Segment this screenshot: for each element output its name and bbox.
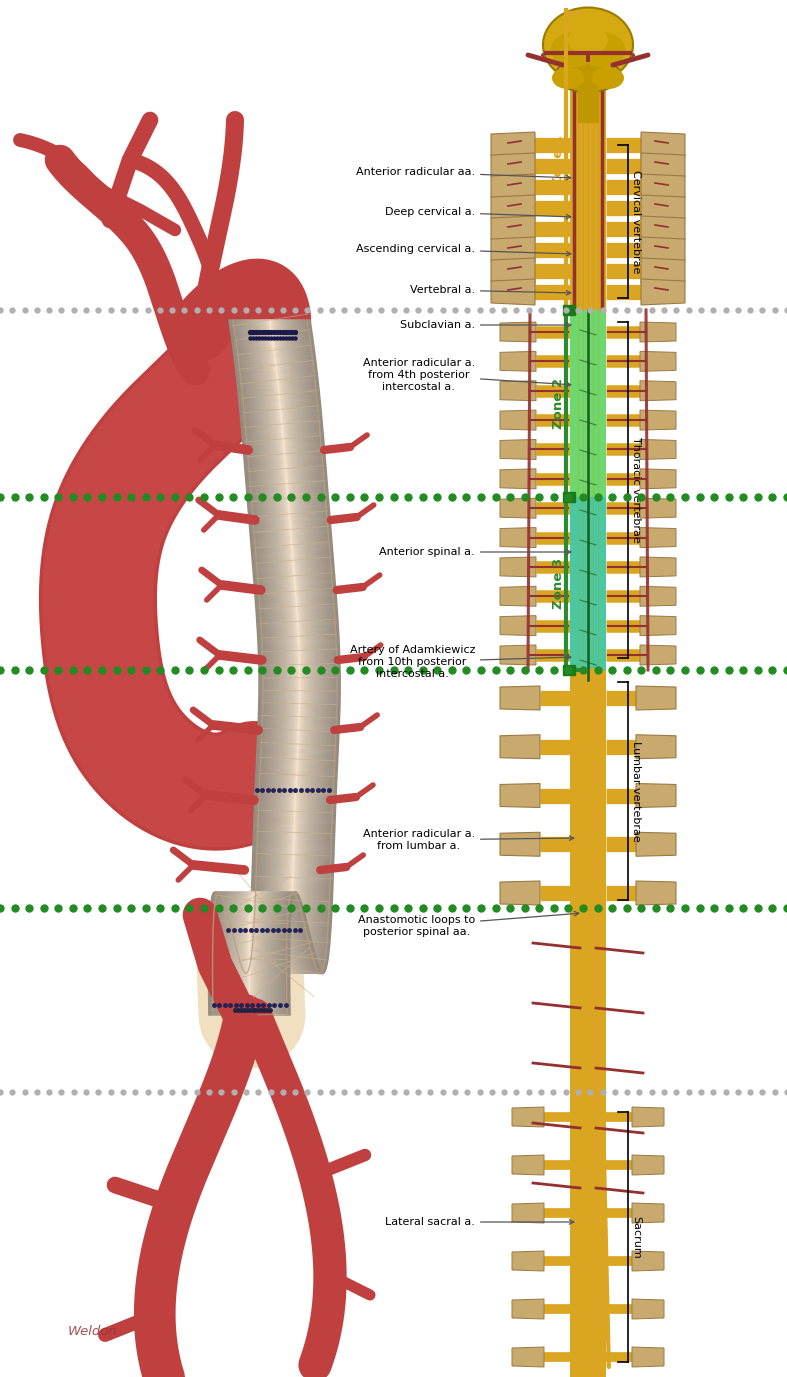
Polygon shape <box>641 174 685 200</box>
Bar <box>578 87 598 123</box>
Polygon shape <box>491 196 535 220</box>
Polygon shape <box>500 498 536 518</box>
Text: Subclavian a.: Subclavian a. <box>400 319 571 330</box>
Ellipse shape <box>592 67 624 90</box>
Ellipse shape <box>550 33 596 67</box>
Polygon shape <box>640 527 676 548</box>
Polygon shape <box>500 439 536 460</box>
Polygon shape <box>641 196 685 220</box>
Bar <box>570 497 606 671</box>
Polygon shape <box>640 410 676 430</box>
Polygon shape <box>500 735 540 759</box>
Polygon shape <box>500 881 540 905</box>
Bar <box>563 665 575 675</box>
Polygon shape <box>491 174 535 200</box>
Text: Weldon: Weldon <box>68 1325 118 1338</box>
Polygon shape <box>640 644 676 665</box>
Polygon shape <box>632 1299 664 1319</box>
Polygon shape <box>500 468 536 489</box>
Polygon shape <box>512 1299 544 1319</box>
Polygon shape <box>640 587 676 606</box>
Polygon shape <box>500 322 536 341</box>
Polygon shape <box>636 735 676 759</box>
Polygon shape <box>491 153 535 179</box>
Text: Anastomotic loops to
posterior spinal aa.: Anastomotic loops to posterior spinal aa… <box>358 912 579 936</box>
Text: Artery of Adamkiewicz
from 10th posterior
intercostal a.: Artery of Adamkiewicz from 10th posterio… <box>349 646 571 679</box>
Polygon shape <box>512 1107 544 1126</box>
Ellipse shape <box>543 7 633 83</box>
Polygon shape <box>641 153 685 179</box>
Polygon shape <box>512 1250 544 1271</box>
Bar <box>570 671 606 1377</box>
Polygon shape <box>632 1107 664 1126</box>
Polygon shape <box>500 527 536 548</box>
Polygon shape <box>500 556 536 577</box>
Polygon shape <box>491 216 535 242</box>
Polygon shape <box>640 351 676 372</box>
Ellipse shape <box>581 33 626 67</box>
Text: Sacrum: Sacrum <box>631 1216 641 1259</box>
Text: Deep cervical a.: Deep cervical a. <box>385 207 571 219</box>
Polygon shape <box>640 380 676 401</box>
Polygon shape <box>500 587 536 606</box>
Text: Anterior radicular a.
from 4th posterior
intercostal a.: Anterior radicular a. from 4th posterior… <box>363 358 571 391</box>
Polygon shape <box>636 784 676 807</box>
Polygon shape <box>636 686 676 711</box>
Polygon shape <box>491 257 535 284</box>
Text: Anterior radicular a.
from lumbar a.: Anterior radicular a. from lumbar a. <box>363 829 574 851</box>
Bar <box>570 10 606 310</box>
Polygon shape <box>641 132 685 158</box>
Text: Zone 2: Zone 2 <box>552 379 566 430</box>
Polygon shape <box>632 1203 664 1223</box>
Polygon shape <box>632 1347 664 1367</box>
Polygon shape <box>641 216 685 242</box>
Polygon shape <box>500 832 540 856</box>
Polygon shape <box>641 237 685 263</box>
Polygon shape <box>491 280 535 304</box>
Polygon shape <box>636 881 676 905</box>
Polygon shape <box>641 280 685 304</box>
Text: Anterior radicular aa.: Anterior radicular aa. <box>356 167 571 180</box>
Polygon shape <box>512 1347 544 1367</box>
Text: Zone 3: Zone 3 <box>552 558 566 609</box>
Polygon shape <box>640 498 676 518</box>
Text: Ascending cervical a.: Ascending cervical a. <box>356 244 571 256</box>
Polygon shape <box>632 1250 664 1271</box>
Polygon shape <box>640 556 676 577</box>
Ellipse shape <box>552 67 584 90</box>
Polygon shape <box>500 351 536 372</box>
Text: Anterior spinal a.: Anterior spinal a. <box>379 547 571 558</box>
Ellipse shape <box>568 25 608 55</box>
Bar <box>563 304 575 315</box>
Polygon shape <box>512 1155 544 1175</box>
Polygon shape <box>491 237 535 263</box>
Polygon shape <box>500 616 536 636</box>
Polygon shape <box>641 257 685 284</box>
Polygon shape <box>640 468 676 489</box>
Polygon shape <box>491 132 535 158</box>
Polygon shape <box>640 322 676 341</box>
Polygon shape <box>640 616 676 636</box>
Polygon shape <box>640 439 676 460</box>
Polygon shape <box>500 380 536 401</box>
Polygon shape <box>500 784 540 807</box>
Text: Thoracic vertebrae: Thoracic vertebrae <box>631 437 641 543</box>
Text: Vertebral a.: Vertebral a. <box>410 285 571 295</box>
Text: Cervical vertebrae: Cervical vertebrae <box>631 169 641 273</box>
Polygon shape <box>636 832 676 856</box>
Polygon shape <box>500 686 540 711</box>
Polygon shape <box>512 1203 544 1223</box>
Polygon shape <box>632 1155 664 1175</box>
Bar <box>570 310 606 497</box>
Text: Lumbar vertebrae: Lumbar vertebrae <box>631 741 641 841</box>
Polygon shape <box>500 644 536 665</box>
Text: Lateral sacral a.: Lateral sacral a. <box>385 1217 574 1227</box>
Ellipse shape <box>556 58 620 92</box>
Polygon shape <box>500 410 536 430</box>
Text: Zone 1: Zone 1 <box>552 135 566 186</box>
Bar <box>563 492 575 503</box>
